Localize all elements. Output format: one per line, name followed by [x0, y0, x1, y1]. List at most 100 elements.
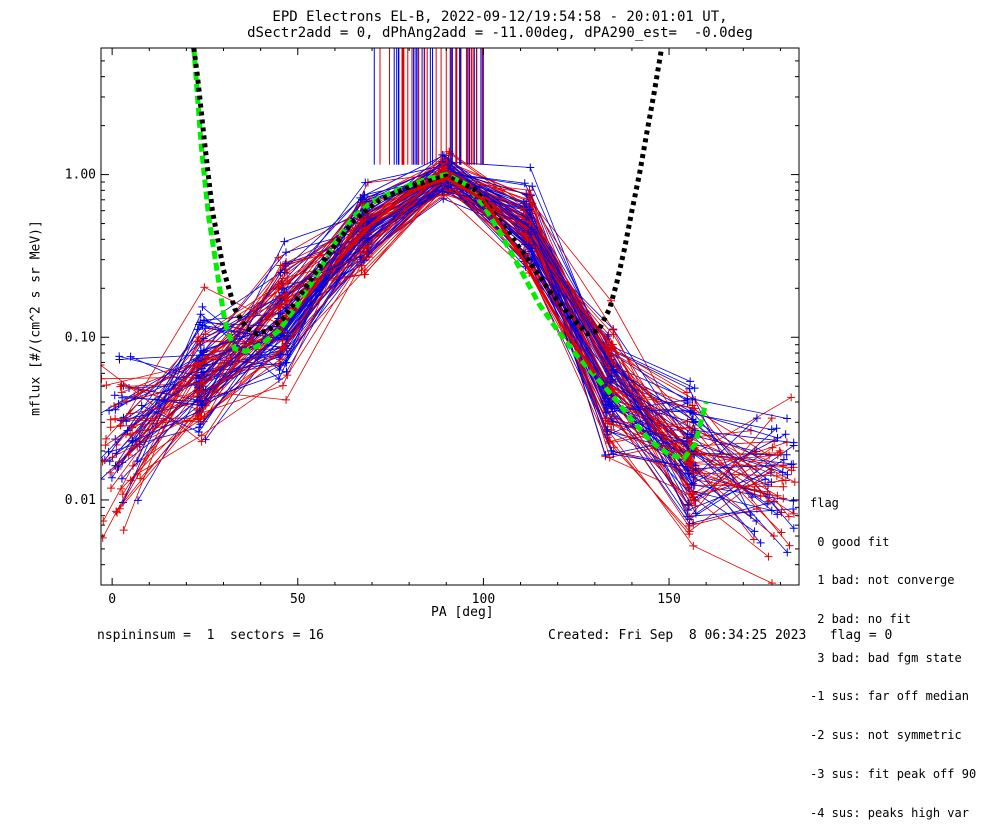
data-point — [787, 460, 796, 469]
legend-item: -3 sus: fit peak off 90 — [810, 766, 977, 781]
data-point — [438, 187, 447, 196]
data-point — [110, 391, 119, 400]
data-point — [194, 427, 203, 436]
data-point — [438, 163, 447, 172]
data-point — [126, 476, 135, 485]
data-point — [687, 480, 696, 489]
data-point — [108, 453, 117, 462]
data-point — [360, 249, 369, 258]
data-point — [689, 473, 698, 482]
data-point — [364, 229, 373, 238]
data-point — [274, 361, 283, 370]
chart-title: EPD Electrons EL-B, 2022-09-12/19:54:58 … — [272, 9, 728, 25]
data-point — [756, 492, 765, 501]
data-point — [783, 414, 792, 423]
axes-group: 0 50 100 150 0.01 0.10 1.00 — [65, 47, 799, 607]
data-point — [278, 274, 287, 283]
data-point — [685, 501, 694, 510]
data-point — [200, 346, 209, 355]
data-point — [528, 244, 537, 253]
legend-item: -1 sus: far off median — [810, 689, 969, 704]
series-line — [200, 172, 755, 532]
data-point — [608, 417, 617, 426]
chart-subtitle: dSectr2add = 0, dPhAng2add = -11.00deg, … — [247, 25, 753, 41]
data-point — [276, 350, 285, 359]
series-line — [202, 176, 757, 452]
data-point — [192, 362, 201, 371]
data-point — [106, 415, 115, 424]
data-point — [281, 358, 290, 367]
data-point — [683, 417, 692, 426]
data-point — [116, 421, 125, 430]
data-point — [101, 533, 107, 542]
data-point — [194, 333, 203, 342]
data-point — [280, 237, 289, 246]
data-point — [198, 401, 207, 410]
data-point — [116, 382, 125, 391]
data-point — [101, 475, 105, 484]
legend-item: 2 bad: no fit — [810, 611, 912, 626]
data-point — [360, 191, 369, 200]
data-point — [526, 230, 535, 239]
data-point — [198, 364, 207, 373]
data-point — [776, 448, 785, 457]
data-point — [606, 377, 615, 386]
data-point — [101, 364, 105, 366]
data-point — [115, 504, 124, 513]
data-point — [779, 455, 788, 464]
data-point — [690, 426, 699, 435]
data-point — [357, 266, 366, 275]
data-point — [684, 500, 693, 509]
data-point — [787, 393, 796, 402]
data-point — [195, 374, 204, 383]
series-line — [128, 173, 694, 456]
x-axis-label: PA [deg] — [431, 605, 494, 620]
data-point — [764, 552, 773, 561]
data-point — [784, 512, 793, 521]
footer-right-text: Created: Fri Sep 8 06:34:25 2023 flag = … — [548, 628, 893, 643]
data-point — [197, 437, 206, 446]
data-point — [119, 526, 128, 535]
data-point — [105, 406, 114, 415]
data-point — [128, 437, 137, 446]
y-tick-label: 1.00 — [65, 168, 96, 183]
data-point — [279, 344, 288, 353]
data-point — [133, 496, 142, 505]
series-line — [121, 160, 693, 480]
data-point — [101, 459, 104, 461]
data-point — [602, 425, 611, 434]
fit-curve-red-core — [333, 176, 597, 375]
data-point — [196, 310, 205, 319]
data-point — [446, 164, 455, 173]
data-point — [609, 330, 618, 339]
data-point — [196, 414, 205, 423]
data-point — [361, 178, 370, 187]
legend-item: 3 bad: bad fgm state — [810, 650, 962, 665]
data-point — [781, 430, 790, 439]
data-point — [605, 437, 614, 446]
data-point — [605, 453, 614, 462]
data-point — [789, 509, 798, 518]
data-point — [686, 408, 695, 417]
data-point — [117, 474, 126, 483]
data-point — [601, 416, 610, 425]
fit-curve-green — [191, 48, 709, 462]
data-point — [689, 490, 698, 499]
legend-item: 1 bad: not converge — [810, 573, 955, 588]
peak-marks-group — [373, 48, 484, 165]
data-point — [685, 527, 694, 536]
series-line — [115, 189, 688, 443]
data-point — [107, 484, 116, 493]
data-point — [199, 334, 208, 343]
data-point — [684, 469, 693, 478]
data-point — [683, 512, 692, 521]
data-point — [769, 531, 778, 540]
data-point — [682, 388, 691, 397]
plot-frame — [100, 47, 800, 586]
data-point — [683, 398, 692, 407]
data-point — [282, 248, 291, 257]
data-point — [136, 474, 145, 483]
x-tick-label: 0 — [108, 592, 116, 607]
data-point — [133, 469, 142, 478]
y-tick-label: 0.01 — [65, 493, 96, 508]
